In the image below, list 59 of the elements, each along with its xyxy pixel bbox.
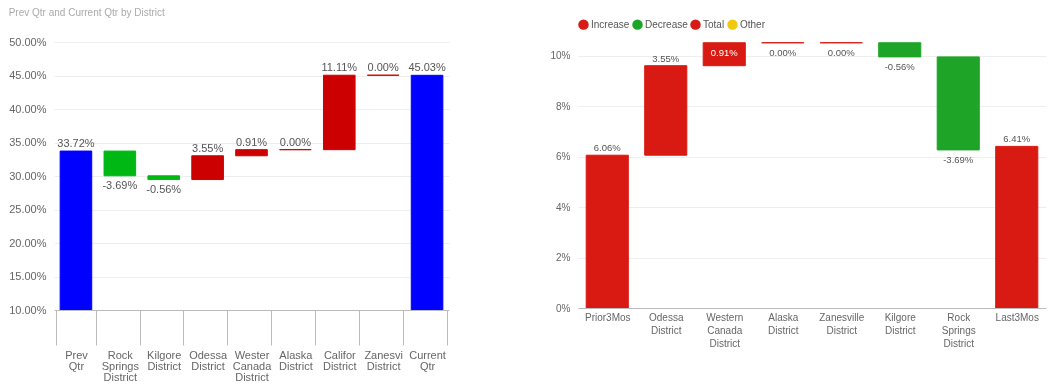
data-label: 0.00% [367,61,399,74]
x-tick-label: Current Qtr [409,348,446,372]
x-tick-label: Kilgore District [884,311,917,336]
chart-title: Prev Qtr and Current Qtr by District [8,7,166,18]
x-tick-label: Rock Springs District [941,311,976,349]
data-label: 6.41% [1003,133,1031,145]
x-tick-label: Western Canada District [706,311,744,349]
legend-label: Decrease [645,18,689,30]
y-tick-label: 25.00% [9,203,47,215]
x-tick-label: Zanesvi District [364,348,403,372]
bar [936,56,980,151]
x-tick-label: Alaska District [767,311,799,336]
y-tick-label: 20.00% [9,236,47,249]
data-label: -3.69% [102,178,138,191]
y-tick-label: 4% [556,201,571,213]
x-tick-label: Odessa District [649,311,684,336]
data-label: 33.72% [57,137,95,150]
data-label: 6.06% [593,142,622,154]
data-label: -0.56% [146,182,182,195]
x-tick-label: Odessa District [189,348,228,372]
y-tick-label: 10.00% [9,303,47,316]
y-tick-label: 50.00% [9,35,47,48]
x-tick-label: Califor District [322,348,357,372]
legend-label: Total [703,18,725,30]
data-label: 3.55% [192,141,224,154]
y-tick-label: 8% [556,100,571,112]
legend-label: Other [740,18,766,30]
y-tick-label: 30.00% [9,169,47,182]
data-label: 0.91% [235,135,268,148]
x-tick-label: Zanesville District [819,311,865,336]
y-tick-label: 45.00% [9,69,47,81]
x-tick-label: Last3Mos [995,311,1039,323]
data-label: 45.03% [408,61,446,74]
y-tick-label: 2% [556,252,571,264]
bar [644,65,688,156]
y-tick-label: 6% [556,151,571,163]
data-label: -3.69% [943,153,974,165]
data-label: 0.00% [827,46,856,58]
x-tick-label: Alaska District [279,348,314,372]
y-tick-label: 10% [550,50,571,62]
y-tick-label: 35.00% [9,136,47,148]
y-tick-label: 15.00% [9,270,47,282]
x-tick-label: Wester Canada District [232,348,273,383]
data-label: 0.91% [710,46,739,58]
bar [995,145,1039,308]
data-label: 11.11% [321,61,358,74]
y-tick-label: 40.00% [9,102,47,115]
x-tick-label: Rock Springs District [101,348,140,383]
bar [585,154,629,308]
data-label: -0.56% [884,60,916,72]
x-tick-label: Prev Qtr [65,348,89,372]
x-tick-label: Kilgore District [147,348,182,372]
bar [878,42,922,58]
data-label: 0.00% [769,46,797,58]
data-label: 0.00% [279,135,312,148]
data-label: 3.55% [652,52,680,64]
legend-label: Increase [591,18,630,30]
y-tick-label: 0% [556,302,571,314]
x-tick-label: Prior3Mos [584,311,631,323]
